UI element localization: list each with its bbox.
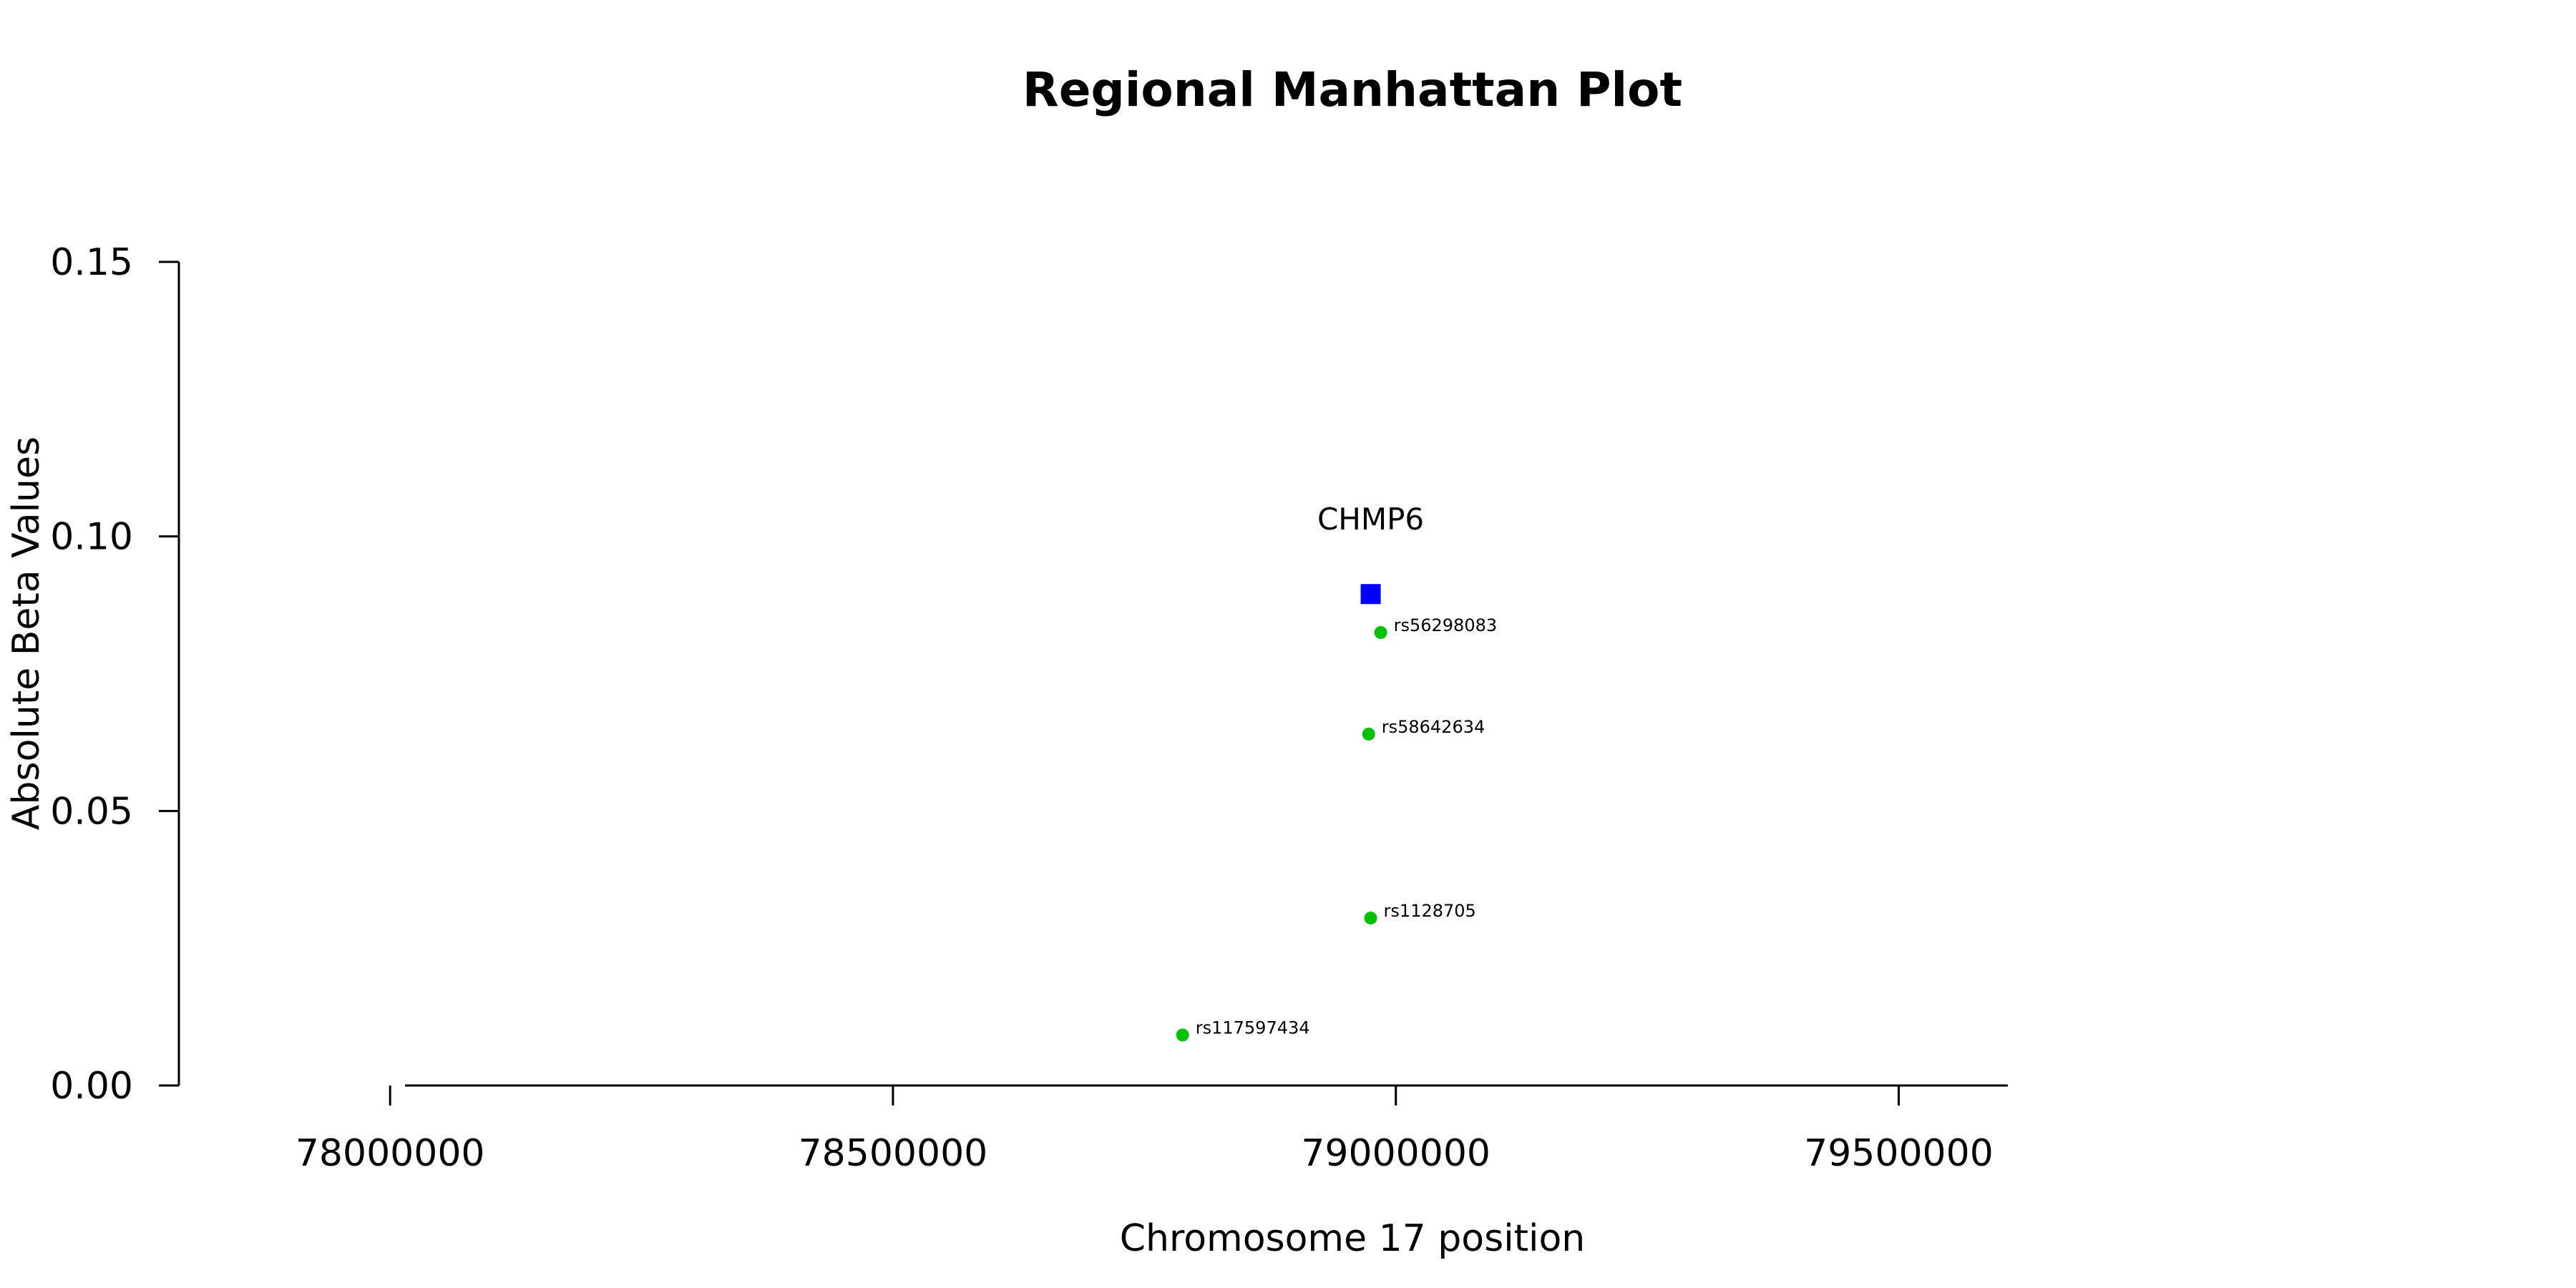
x-tick-label: 78000000 bbox=[296, 1132, 485, 1175]
snp-point bbox=[1362, 727, 1375, 741]
x-axis: 78000000 78500000 79000000 79500000 bbox=[296, 1084, 2008, 1175]
x-axis-label: Chromosome 17 position bbox=[1120, 1217, 1586, 1260]
snp-label: rs58642634 bbox=[1382, 717, 1485, 737]
y-tick-label: 0.00 bbox=[50, 1065, 133, 1108]
gene-markers: CHMP6 bbox=[1317, 502, 1424, 605]
snp-point bbox=[1364, 911, 1377, 924]
gene-label: CHMP6 bbox=[1317, 502, 1424, 537]
y-axis-label: Absolute Beta Values bbox=[5, 436, 48, 830]
snp-point bbox=[1374, 625, 1387, 639]
snp-label: rs1128705 bbox=[1384, 901, 1476, 921]
snp-label: rs117597434 bbox=[1196, 1018, 1310, 1038]
chart-title: Regional Manhattan Plot bbox=[1023, 62, 1682, 117]
y-axis: 0.00 0.05 0.10 0.15 bbox=[50, 241, 180, 1108]
x-tick-label: 79500000 bbox=[1804, 1132, 1994, 1175]
y-tick-label: 0.05 bbox=[50, 790, 133, 833]
snp-label: rs56298083 bbox=[1394, 615, 1498, 635]
y-tick-label: 0.15 bbox=[50, 241, 133, 284]
y-tick-label: 0.10 bbox=[50, 516, 133, 559]
snp-point bbox=[1176, 1028, 1189, 1042]
snp-points: rs56298083 rs58642634 rs1128705 rs117597434 bbox=[1176, 615, 1498, 1042]
gene-marker bbox=[1360, 584, 1381, 605]
x-tick-label: 78500000 bbox=[799, 1132, 988, 1175]
x-tick-label: 79000000 bbox=[1301, 1132, 1491, 1175]
